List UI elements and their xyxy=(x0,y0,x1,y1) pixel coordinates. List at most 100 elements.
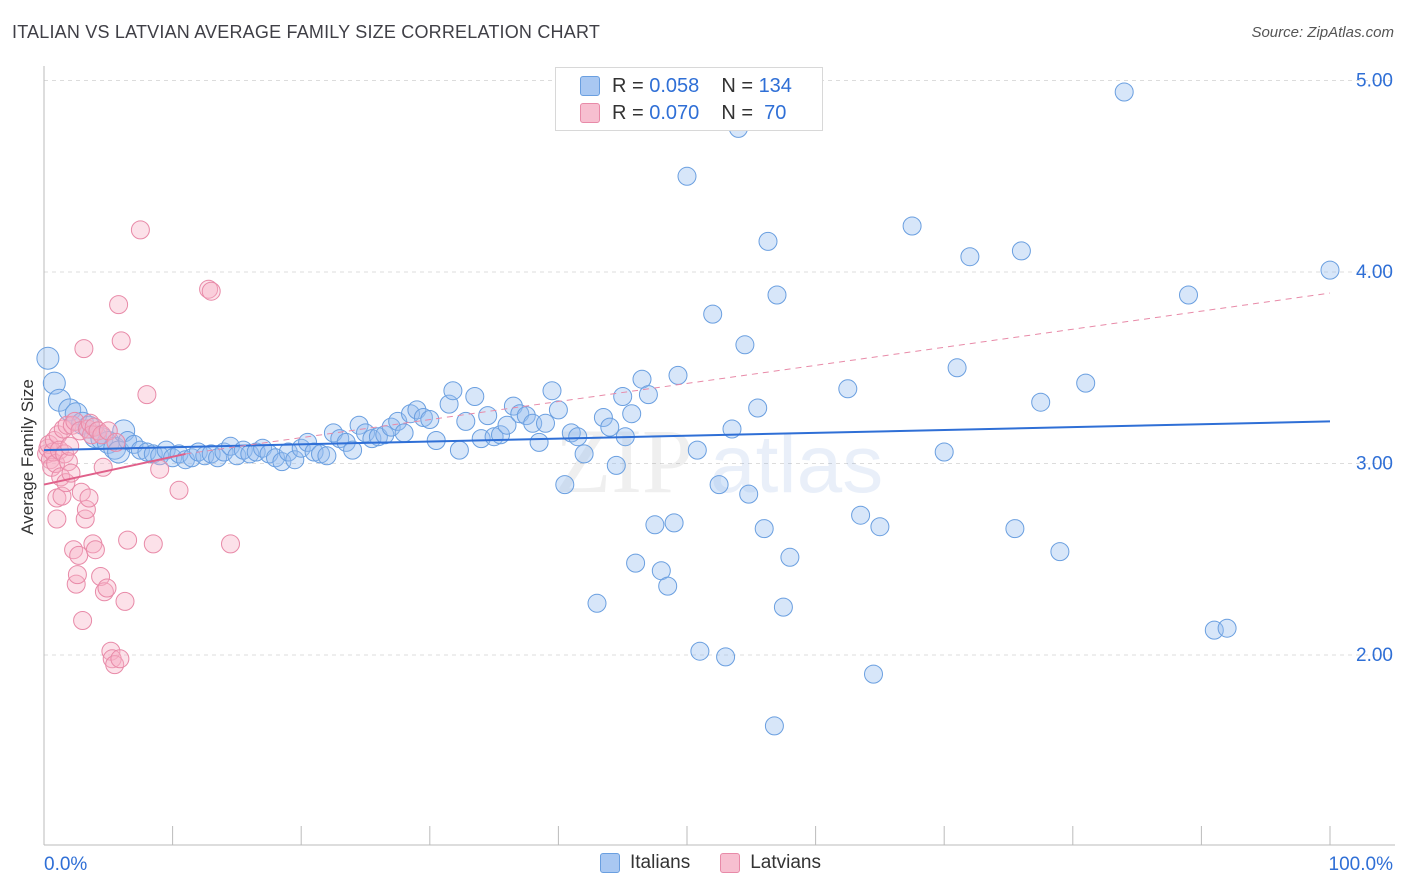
italians-point xyxy=(574,444,594,464)
italians-point xyxy=(278,442,298,462)
italians-point xyxy=(764,716,784,736)
latvians-point xyxy=(143,534,163,554)
italians-point xyxy=(638,385,658,405)
italians-point xyxy=(285,450,305,470)
series-legend: Italians Latvians xyxy=(600,852,851,874)
latvians-point xyxy=(91,567,111,586)
y-tick-label: 2.00 xyxy=(1356,645,1393,666)
italians-point xyxy=(1217,618,1237,638)
axes xyxy=(43,66,1395,846)
y-tick-label: 3.00 xyxy=(1356,454,1393,475)
latvians-point xyxy=(79,488,99,508)
italians-point xyxy=(677,166,697,186)
tick-labels: 2.00 3.00 4.00 5.00 0.0% 100.0% xyxy=(44,71,1393,876)
latvians-point xyxy=(169,480,189,500)
legend-r-value-italians: 0.058 xyxy=(649,74,700,97)
italians-point xyxy=(1076,373,1096,393)
legend-n-label: N = xyxy=(721,74,753,97)
italians-point xyxy=(690,641,710,661)
italians-point xyxy=(600,417,620,437)
correlation-legend: R = 0.058 N = 134 R = 0.070 N = 70 xyxy=(555,67,823,131)
italians-point xyxy=(758,231,778,251)
italians-point xyxy=(838,379,858,399)
italians-point xyxy=(478,406,498,426)
legend-item-latvians: Latvians xyxy=(720,852,821,874)
latvians-point xyxy=(118,530,138,550)
italians-point xyxy=(1114,82,1134,102)
legend-label-italians: Italians xyxy=(630,852,691,873)
latvians-point xyxy=(110,649,130,669)
italians-point xyxy=(536,413,555,433)
y-tick-label: 5.00 xyxy=(1356,71,1393,92)
italians-point xyxy=(947,358,967,378)
italians-point xyxy=(960,247,980,267)
italians-point xyxy=(754,519,774,539)
italians-point xyxy=(626,553,646,573)
italians-point xyxy=(317,446,337,466)
chart-title: ITALIAN VS LATVIAN AVERAGE FAMILY SIZE C… xyxy=(12,22,601,42)
italians-point xyxy=(645,515,665,535)
italians-point xyxy=(748,398,768,418)
italians-point xyxy=(47,388,71,412)
italians-point xyxy=(709,475,729,495)
italians-point xyxy=(593,408,613,427)
legend-n-value-latvians: 70 xyxy=(758,101,787,124)
italians-point xyxy=(443,381,463,401)
x-tick-label-min: 0.0% xyxy=(44,854,87,875)
italians-point xyxy=(555,475,575,495)
italians-point xyxy=(606,455,626,475)
italians-point xyxy=(1031,392,1051,412)
legend-n-label: N = xyxy=(721,101,753,124)
latvians-point xyxy=(221,534,240,554)
italians-point xyxy=(465,387,485,406)
latvians-point xyxy=(88,421,108,441)
latvians-point xyxy=(199,279,219,299)
legend-item-italians: Italians xyxy=(600,852,690,874)
italians-point xyxy=(407,400,427,420)
y-tick-label: 4.00 xyxy=(1356,262,1393,283)
latvians-point xyxy=(201,281,221,301)
y-axis-label: Average Family Size xyxy=(18,379,37,535)
latvians-point xyxy=(84,417,104,437)
legend-swatch-latvians xyxy=(580,103,600,123)
italians-point xyxy=(449,440,469,460)
source-label: Source: ZipAtlas.com xyxy=(1251,24,1394,41)
italians-trend-line xyxy=(43,420,1331,452)
legend-swatch-italians xyxy=(580,76,600,96)
italians-point xyxy=(934,442,954,462)
italians-point xyxy=(529,432,549,452)
italians-point xyxy=(42,371,66,395)
italians-point xyxy=(1005,519,1025,539)
latvians-point xyxy=(66,574,86,594)
latvians-point xyxy=(71,482,91,502)
latvians-point xyxy=(98,421,118,441)
latvians-point xyxy=(76,500,96,519)
latvians-point xyxy=(58,452,78,472)
latvians-point xyxy=(111,331,131,351)
italians-point xyxy=(456,411,476,431)
italians-point xyxy=(664,513,684,533)
legend-r-label: R = xyxy=(612,101,644,124)
latvians-point xyxy=(106,432,126,452)
latvians-point xyxy=(69,545,89,565)
legend-n-value-italians: 134 xyxy=(758,74,792,97)
latvians-point xyxy=(137,385,157,405)
italians-point xyxy=(773,597,793,617)
legend-label-latvians: Latvians xyxy=(750,852,821,873)
italians-points xyxy=(36,82,1340,736)
italians-point xyxy=(304,442,324,462)
latvians-point xyxy=(74,339,94,359)
italians-point xyxy=(613,387,633,406)
italians-point xyxy=(266,448,285,468)
italians-point xyxy=(394,423,414,443)
italians-point xyxy=(548,400,568,420)
latvians-point xyxy=(67,565,87,585)
italians-point xyxy=(503,396,523,416)
latvians-point xyxy=(115,591,135,611)
italians-point xyxy=(658,576,678,596)
legend-r-label: R = xyxy=(612,74,644,97)
italians-point xyxy=(298,432,318,452)
italians-point xyxy=(703,304,723,324)
italians-point xyxy=(343,440,363,460)
italians-point xyxy=(401,404,420,424)
